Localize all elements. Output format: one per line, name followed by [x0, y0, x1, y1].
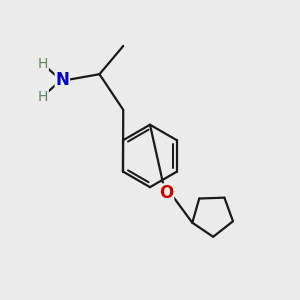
Text: H: H — [38, 57, 48, 71]
Text: O: O — [159, 184, 173, 202]
Text: N: N — [56, 71, 69, 89]
Text: H: H — [38, 89, 48, 103]
